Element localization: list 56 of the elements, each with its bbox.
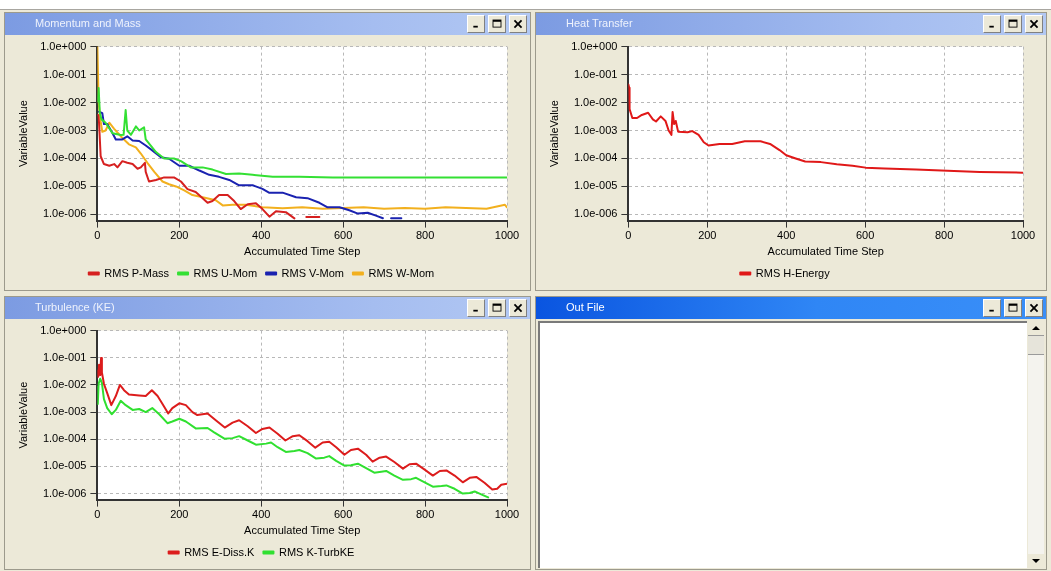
x-tick-label: 0 bbox=[94, 508, 101, 521]
x-axis-title: Accumulated Time Step bbox=[244, 524, 361, 537]
y-tick-label: 1.0e-001 bbox=[42, 67, 87, 80]
legend-label: RMS V-Mom bbox=[281, 266, 344, 279]
x-tick-label: 800 bbox=[934, 229, 954, 242]
legend-label: RMS U-Mom bbox=[193, 266, 258, 279]
x-tick-label: 600 bbox=[855, 229, 875, 242]
y-tick-label: 1.0e-006 bbox=[42, 486, 87, 499]
y-tick-label: 1.0e-006 bbox=[42, 207, 87, 220]
y-tick-label: 1.0e-003 bbox=[42, 405, 87, 418]
y-tick-label: 1.0e-004 bbox=[42, 151, 87, 164]
y-tick-label: 1.0e+000 bbox=[40, 323, 87, 336]
x-tick-label: 200 bbox=[698, 229, 717, 242]
y-tick-label: 1.0e-006 bbox=[573, 207, 618, 220]
x-tick-label: 200 bbox=[170, 508, 189, 521]
y-tick-label: 1.0e-005 bbox=[42, 179, 87, 192]
x-tick-label: 800 bbox=[415, 508, 435, 521]
x-tick-label: 400 bbox=[777, 229, 796, 242]
legend-label: RMS H-Energy bbox=[755, 266, 831, 279]
x-axis-title: Accumulated Time Step bbox=[767, 245, 884, 258]
y-tick-label: 1.0e-003 bbox=[573, 123, 618, 136]
x-tick-label: 1000 bbox=[494, 508, 520, 521]
y-tick-label: 1.0e-003 bbox=[42, 123, 87, 136]
y-tick-label: 1.0e+000 bbox=[571, 39, 618, 52]
x-tick-label: 600 bbox=[333, 508, 353, 521]
x-tick-label: 800 bbox=[415, 229, 435, 242]
x-tick-label: 1000 bbox=[494, 229, 520, 242]
y-tick-label: 1.0e-001 bbox=[573, 67, 618, 80]
chart-title: Momentum and Mass bbox=[35, 17, 141, 29]
text: Out File bbox=[566, 301, 605, 313]
x-tick-label: 0 bbox=[625, 229, 632, 242]
y-axis-title: VariableValue bbox=[16, 381, 29, 449]
x-tick-label: 400 bbox=[252, 229, 271, 242]
legend-label: RMS P-Mass bbox=[104, 266, 170, 279]
x-axis-title: Accumulated Time Step bbox=[244, 245, 361, 258]
y-tick-label: 1.0e-004 bbox=[573, 151, 618, 164]
legend-label: RMS W-Mom bbox=[368, 266, 435, 279]
y-tick-label: 1.0e-002 bbox=[42, 95, 87, 108]
legend-label: RMS E-Diss.K bbox=[184, 545, 256, 558]
x-tick-label: 400 bbox=[252, 508, 271, 521]
y-tick-label: 1.0e-002 bbox=[573, 95, 618, 108]
chart-title: Turbulence (KE) bbox=[35, 301, 115, 313]
x-tick-label: 600 bbox=[333, 229, 353, 242]
x-tick-label: 200 bbox=[170, 229, 189, 242]
y-tick-label: 1.0e-001 bbox=[42, 350, 87, 363]
legend-label: RMS K-TurbKE bbox=[278, 545, 355, 558]
y-axis-title: VariableValue bbox=[547, 100, 560, 168]
x-tick-label: 1000 bbox=[1010, 229, 1036, 242]
y-tick-label: 1.0e-004 bbox=[42, 432, 87, 445]
x-tick-label: 0 bbox=[94, 229, 101, 242]
y-tick-label: 1.0e-002 bbox=[42, 377, 87, 390]
y-tick-label: 1.0e+000 bbox=[40, 39, 87, 52]
chart-title: Heat Transfer bbox=[566, 17, 633, 29]
y-axis-title: VariableValue bbox=[16, 100, 29, 168]
y-tick-label: 1.0e-005 bbox=[573, 179, 618, 192]
y-tick-label: 1.0e-005 bbox=[42, 459, 87, 472]
